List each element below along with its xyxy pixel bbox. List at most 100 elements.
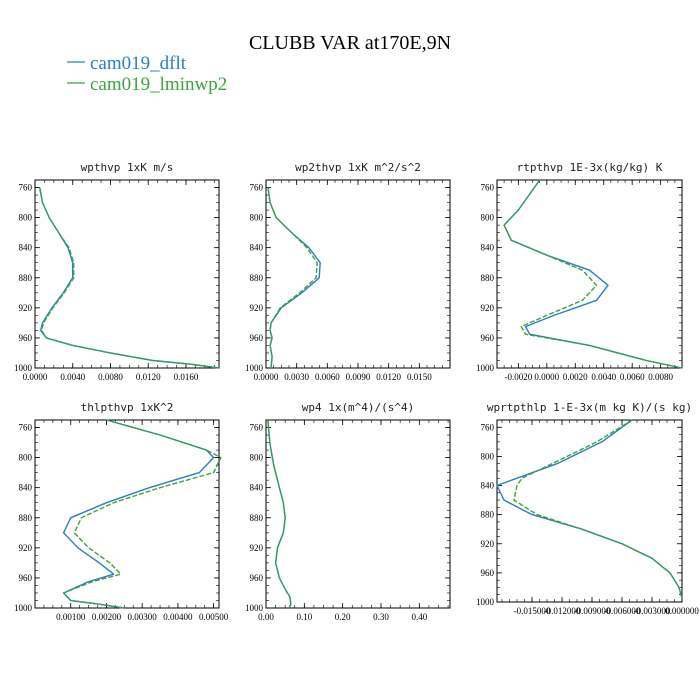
x-tick-label: 0.0060: [315, 372, 340, 382]
x-tick-label: 0.00400: [163, 612, 193, 622]
panel-4: thlpthvp 1xK^2 760 800 840 880 920 960 1000 0.00…: [14, 401, 229, 622]
y-tick-label: 840: [19, 243, 33, 253]
series-line-cam019_lminwp2: [39, 187, 220, 369]
legend: cam019_dflt cam019_lminwp2: [67, 53, 227, 95]
x-tick-label: 0.000000: [665, 606, 699, 616]
y-tick-label: 800: [481, 451, 495, 461]
panel-6: wprtpthlp 1-E-3x(m kg K)/(s kg) 760 800 840…: [476, 401, 699, 616]
y-tick-label: 880: [19, 273, 33, 283]
y-tick-label: 920: [250, 303, 264, 313]
y-tick-label: 960: [481, 568, 495, 578]
panel-title: wprtpthlp 1-E-3x(m kg K)/(s kg): [487, 401, 692, 414]
x-tick-label: 0.0000: [534, 372, 559, 382]
x-tick-label: 0.0160: [174, 372, 199, 382]
series-line-cam019_lminwp2: [62, 419, 222, 609]
y-tick-label: 1000: [245, 363, 264, 373]
y-tick-label: 1000: [245, 603, 264, 613]
x-tick-label: 0.0000: [254, 372, 279, 382]
y-tick-label: 920: [250, 543, 264, 553]
y-tick-label: 880: [250, 513, 264, 523]
y-tick-label: 840: [481, 481, 495, 491]
x-tick-label: 0.0020: [563, 372, 588, 382]
x-tick-label: 0.00200: [92, 612, 122, 622]
y-tick-label: 920: [481, 303, 495, 313]
y-tick-label: 920: [19, 543, 33, 553]
y-tick-label: 880: [481, 510, 495, 520]
x-tick-label: 0.0030: [284, 372, 309, 382]
x-tick-label: 0.00100: [56, 612, 86, 622]
x-tick-label: 0.0150: [407, 372, 432, 382]
panel-title: rtpthvp 1E-3x(kg/kg) K: [517, 161, 663, 174]
x-tick-label: 0.0080: [648, 372, 673, 382]
y-tick-label: 960: [19, 573, 33, 583]
panel-3: rtpthvp 1E-3x(kg/kg) K 760 800 840 880 920 960…: [476, 161, 683, 382]
x-tick-label: 0.0000: [23, 372, 48, 382]
y-tick-label: 1000: [14, 363, 33, 373]
y-tick-label: 800: [250, 453, 264, 463]
x-tick-label: 0.0060: [620, 372, 645, 382]
y-tick-label: 760: [250, 423, 264, 433]
plot-frame: [34, 419, 220, 609]
x-tick-label: -0.012000: [544, 606, 581, 616]
x-tick-label: 0.10: [296, 612, 312, 622]
y-tick-label: 840: [250, 483, 264, 493]
series-line-cam019_lminwp2: [267, 419, 292, 609]
plot-frame: [496, 419, 683, 603]
panel-title: wp4 1x(m^4)/(s^4): [302, 401, 415, 414]
y-tick-label: 1000: [476, 597, 495, 607]
y-tick-label: 800: [481, 213, 495, 223]
x-tick-label: -0.006000: [604, 606, 641, 616]
y-tick-label: 880: [481, 273, 495, 283]
series-line-cam019_dflt: [496, 419, 683, 599]
x-tick-label: 0.0080: [98, 372, 123, 382]
legend-label-lminwp2: cam019_lminwp2: [90, 74, 227, 95]
x-tick-label: 0.0120: [376, 372, 401, 382]
x-tick-label: -0.003000: [634, 606, 671, 616]
x-tick-label: -0.009000: [574, 606, 611, 616]
x-tick-label: 0.40: [411, 612, 427, 622]
x-tick-label: 0.0040: [591, 372, 616, 382]
y-tick-label: 760: [19, 423, 33, 433]
panel-title: thlpthvp 1xK^2: [81, 401, 174, 414]
y-tick-label: 840: [19, 483, 33, 493]
y-tick-label: 760: [481, 422, 495, 432]
panel-title: wp2thvp 1xK m^2/s^2: [295, 161, 421, 174]
y-tick-label: 760: [250, 183, 264, 193]
y-tick-label: 960: [250, 333, 264, 343]
figure-title: CLUBB VAR at170E,9N: [249, 32, 451, 54]
y-tick-label: 880: [250, 273, 264, 283]
y-tick-label: 840: [481, 243, 495, 253]
panel-1: wpthvp 1xK m/s76080084088092096010000.00…: [14, 161, 220, 382]
y-tick-label: 880: [19, 513, 33, 523]
series-line-cam019_lminwp2: [503, 179, 683, 369]
y-tick-label: 920: [481, 539, 495, 549]
x-tick-label: 0.00500: [199, 612, 229, 622]
panel-5: wp4 1x(m^4)/(s^4)76080084088092096010000…: [245, 401, 451, 622]
x-tick-label: -0.0020: [504, 372, 532, 382]
x-tick-label: 0.0040: [60, 372, 85, 382]
y-tick-label: 760: [481, 183, 495, 193]
panel-2: wp2thvp 1xK m^2/s^2 760 800 840 880 920 960 100…: [245, 161, 451, 382]
x-tick-label: -0.015000: [514, 606, 551, 616]
x-tick-label: 0.0120: [136, 372, 161, 382]
plot-frame: [265, 419, 451, 609]
y-tick-label: 800: [19, 453, 33, 463]
x-tick-label: 0.0090: [346, 372, 371, 382]
y-tick-label: 760: [19, 183, 33, 193]
y-tick-label: 960: [19, 333, 33, 343]
series-line-cam019_lminwp2: [513, 419, 683, 599]
y-tick-label: 960: [250, 573, 264, 583]
series-line-cam019_lminwp2: [267, 187, 318, 369]
x-tick-label: 0.00: [258, 612, 274, 622]
y-tick-label: 960: [481, 333, 495, 343]
panels: wpthvp 1xK m/s76080084088092096010000.00…: [14, 161, 699, 622]
y-tick-label: 800: [19, 213, 33, 223]
x-tick-label: 0.20: [335, 612, 351, 622]
y-tick-label: 1000: [14, 603, 33, 613]
panel-title: wpthvp 1xK m/s: [81, 161, 174, 174]
y-tick-label: 800: [250, 213, 264, 223]
x-tick-label: 0.00300: [128, 612, 158, 622]
y-tick-label: 920: [19, 303, 33, 313]
plot-frame: [34, 179, 220, 369]
